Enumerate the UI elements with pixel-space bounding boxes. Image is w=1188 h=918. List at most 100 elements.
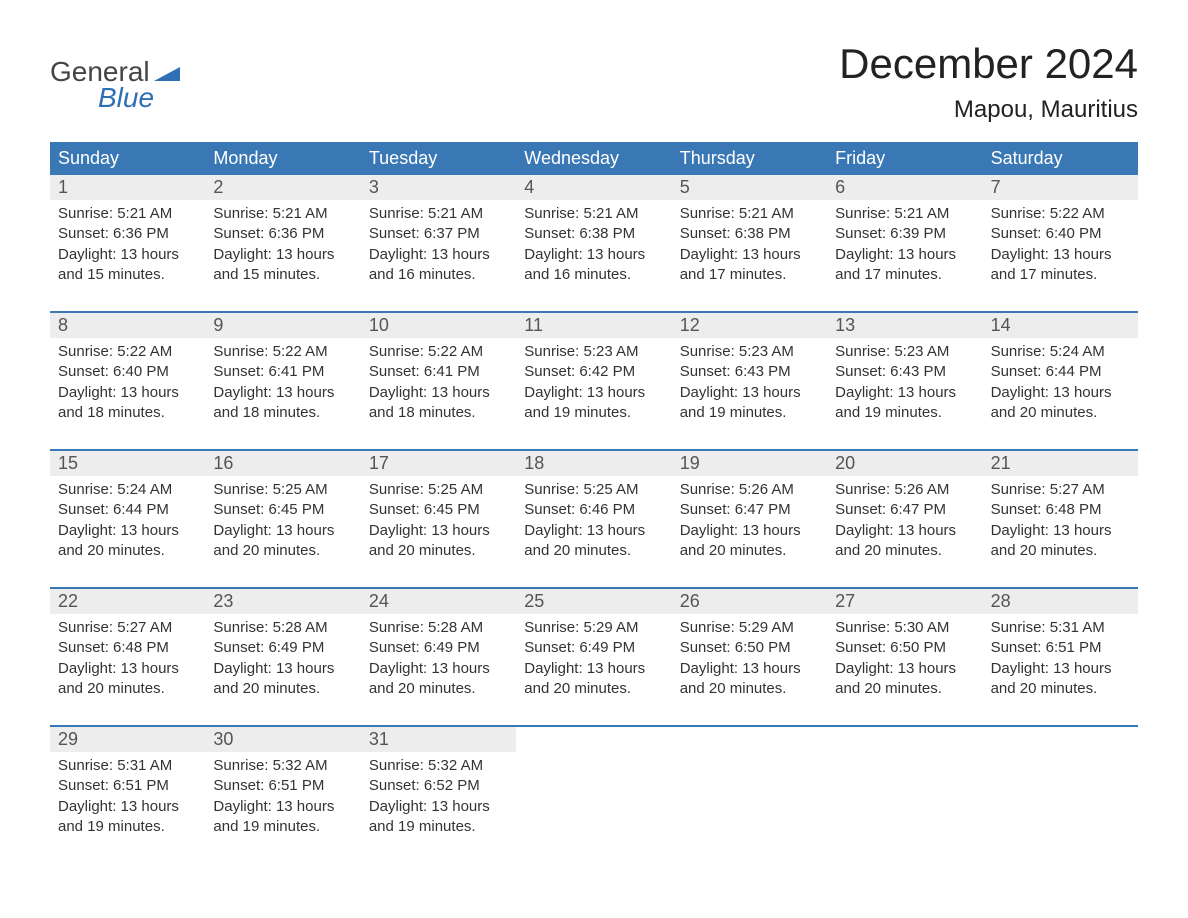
sunset-text: Sunset: 6:38 PM xyxy=(524,224,663,244)
sunrise-text: Sunrise: 5:26 AM xyxy=(680,480,819,500)
daylight-text: Daylight: 13 hours and 20 minutes. xyxy=(524,659,663,700)
day-cell: Sunrise: 5:31 AMSunset: 6:51 PMDaylight:… xyxy=(50,752,205,847)
sunset-text: Sunset: 6:48 PM xyxy=(991,500,1130,520)
day-cell: Sunrise: 5:29 AMSunset: 6:49 PMDaylight:… xyxy=(516,614,671,709)
daylight-text: Daylight: 13 hours and 20 minutes. xyxy=(835,521,974,562)
sunrise-text: Sunrise: 5:28 AM xyxy=(213,618,352,638)
day-content-row: Sunrise: 5:31 AMSunset: 6:51 PMDaylight:… xyxy=(50,752,1138,847)
weekday-header: Friday xyxy=(827,142,982,175)
day-cell: Sunrise: 5:32 AMSunset: 6:52 PMDaylight:… xyxy=(361,752,516,847)
daylight-text: Daylight: 13 hours and 17 minutes. xyxy=(680,245,819,286)
day-content-row: Sunrise: 5:22 AMSunset: 6:40 PMDaylight:… xyxy=(50,338,1138,433)
sunset-text: Sunset: 6:42 PM xyxy=(524,362,663,382)
day-cell xyxy=(672,752,827,847)
sunset-text: Sunset: 6:41 PM xyxy=(213,362,352,382)
day-cell xyxy=(516,752,671,847)
day-number: 2 xyxy=(205,175,360,200)
day-content-row: Sunrise: 5:27 AMSunset: 6:48 PMDaylight:… xyxy=(50,614,1138,709)
daylight-text: Daylight: 13 hours and 17 minutes. xyxy=(991,245,1130,286)
day-number: 14 xyxy=(983,313,1138,338)
day-number: 17 xyxy=(361,451,516,476)
day-number: 20 xyxy=(827,451,982,476)
daylight-text: Daylight: 13 hours and 18 minutes. xyxy=(58,383,197,424)
day-cell: Sunrise: 5:30 AMSunset: 6:50 PMDaylight:… xyxy=(827,614,982,709)
day-number: 18 xyxy=(516,451,671,476)
logo: General Blue xyxy=(50,40,180,112)
day-number: 29 xyxy=(50,727,205,752)
daylight-text: Daylight: 13 hours and 20 minutes. xyxy=(680,521,819,562)
sunrise-text: Sunrise: 5:30 AM xyxy=(835,618,974,638)
day-number: 23 xyxy=(205,589,360,614)
sunrise-text: Sunrise: 5:27 AM xyxy=(991,480,1130,500)
sunset-text: Sunset: 6:50 PM xyxy=(680,638,819,658)
day-number: 1 xyxy=(50,175,205,200)
day-number-row: 891011121314 xyxy=(50,313,1138,338)
daylight-text: Daylight: 13 hours and 20 minutes. xyxy=(835,659,974,700)
sunrise-text: Sunrise: 5:26 AM xyxy=(835,480,974,500)
day-cell: Sunrise: 5:24 AMSunset: 6:44 PMDaylight:… xyxy=(50,476,205,571)
day-number: 28 xyxy=(983,589,1138,614)
sunrise-text: Sunrise: 5:21 AM xyxy=(213,204,352,224)
sunset-text: Sunset: 6:44 PM xyxy=(991,362,1130,382)
sunset-text: Sunset: 6:49 PM xyxy=(213,638,352,658)
sunrise-text: Sunrise: 5:31 AM xyxy=(991,618,1130,638)
sunrise-text: Sunrise: 5:21 AM xyxy=(680,204,819,224)
weekday-header-row: Sunday Monday Tuesday Wednesday Thursday… xyxy=(50,142,1138,175)
day-cell xyxy=(827,752,982,847)
day-cell: Sunrise: 5:26 AMSunset: 6:47 PMDaylight:… xyxy=(827,476,982,571)
day-cell: Sunrise: 5:21 AMSunset: 6:36 PMDaylight:… xyxy=(50,200,205,295)
daylight-text: Daylight: 13 hours and 19 minutes. xyxy=(680,383,819,424)
sunrise-text: Sunrise: 5:32 AM xyxy=(369,756,508,776)
day-cell: Sunrise: 5:23 AMSunset: 6:43 PMDaylight:… xyxy=(827,338,982,433)
sunrise-text: Sunrise: 5:23 AM xyxy=(524,342,663,362)
day-number xyxy=(516,727,671,752)
day-number: 24 xyxy=(361,589,516,614)
day-number-row: 1234567 xyxy=(50,175,1138,200)
sunset-text: Sunset: 6:51 PM xyxy=(991,638,1130,658)
daylight-text: Daylight: 13 hours and 20 minutes. xyxy=(680,659,819,700)
day-number: 3 xyxy=(361,175,516,200)
day-number: 10 xyxy=(361,313,516,338)
sunrise-text: Sunrise: 5:22 AM xyxy=(991,204,1130,224)
day-cell: Sunrise: 5:22 AMSunset: 6:41 PMDaylight:… xyxy=(361,338,516,433)
sunrise-text: Sunrise: 5:22 AM xyxy=(213,342,352,362)
sunset-text: Sunset: 6:47 PM xyxy=(835,500,974,520)
daylight-text: Daylight: 13 hours and 19 minutes. xyxy=(213,797,352,838)
day-number xyxy=(983,727,1138,752)
day-number-row: 15161718192021 xyxy=(50,451,1138,476)
day-number: 6 xyxy=(827,175,982,200)
day-number: 30 xyxy=(205,727,360,752)
day-cell: Sunrise: 5:27 AMSunset: 6:48 PMDaylight:… xyxy=(983,476,1138,571)
day-number: 7 xyxy=(983,175,1138,200)
daylight-text: Daylight: 13 hours and 20 minutes. xyxy=(991,383,1130,424)
day-number: 11 xyxy=(516,313,671,338)
sunrise-text: Sunrise: 5:28 AM xyxy=(369,618,508,638)
sunrise-text: Sunrise: 5:29 AM xyxy=(524,618,663,638)
day-cell: Sunrise: 5:21 AMSunset: 6:38 PMDaylight:… xyxy=(672,200,827,295)
day-cell: Sunrise: 5:32 AMSunset: 6:51 PMDaylight:… xyxy=(205,752,360,847)
day-content-row: Sunrise: 5:21 AMSunset: 6:36 PMDaylight:… xyxy=(50,200,1138,295)
day-cell: Sunrise: 5:31 AMSunset: 6:51 PMDaylight:… xyxy=(983,614,1138,709)
daylight-text: Daylight: 13 hours and 15 minutes. xyxy=(58,245,197,286)
sunrise-text: Sunrise: 5:29 AM xyxy=(680,618,819,638)
day-cell: Sunrise: 5:21 AMSunset: 6:36 PMDaylight:… xyxy=(205,200,360,295)
daylight-text: Daylight: 13 hours and 18 minutes. xyxy=(369,383,508,424)
daylight-text: Daylight: 13 hours and 19 minutes. xyxy=(369,797,508,838)
day-number: 21 xyxy=(983,451,1138,476)
day-number: 8 xyxy=(50,313,205,338)
title-block: December 2024 Mapou, Mauritius xyxy=(839,40,1138,124)
sunset-text: Sunset: 6:47 PM xyxy=(680,500,819,520)
sunset-text: Sunset: 6:46 PM xyxy=(524,500,663,520)
sunset-text: Sunset: 6:52 PM xyxy=(369,776,508,796)
daylight-text: Daylight: 13 hours and 17 minutes. xyxy=(835,245,974,286)
day-cell: Sunrise: 5:24 AMSunset: 6:44 PMDaylight:… xyxy=(983,338,1138,433)
day-cell: Sunrise: 5:21 AMSunset: 6:39 PMDaylight:… xyxy=(827,200,982,295)
daylight-text: Daylight: 13 hours and 19 minutes. xyxy=(835,383,974,424)
sunset-text: Sunset: 6:50 PM xyxy=(835,638,974,658)
day-cell: Sunrise: 5:27 AMSunset: 6:48 PMDaylight:… xyxy=(50,614,205,709)
sunset-text: Sunset: 6:49 PM xyxy=(369,638,508,658)
sunrise-text: Sunrise: 5:25 AM xyxy=(524,480,663,500)
day-number xyxy=(672,727,827,752)
day-number: 26 xyxy=(672,589,827,614)
daylight-text: Daylight: 13 hours and 20 minutes. xyxy=(991,521,1130,562)
